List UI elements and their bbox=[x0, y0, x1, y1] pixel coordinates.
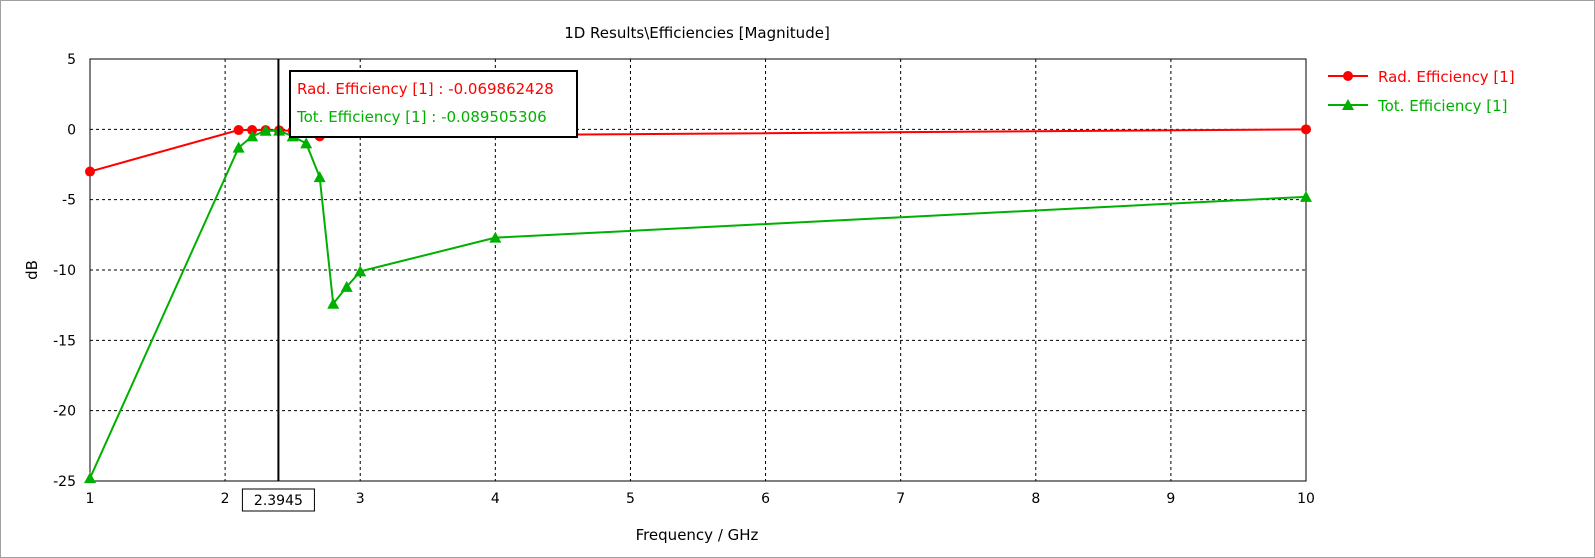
x-tick-label: 7 bbox=[896, 491, 905, 507]
data-point bbox=[259, 124, 272, 136]
y-tick-label: 5 bbox=[67, 52, 76, 68]
data-point bbox=[233, 125, 244, 136]
legend-label: Tot. Efficiency [1] bbox=[1377, 97, 1507, 115]
tooltip-rad-efficiency: Rad. Efficiency [1] : -0.069862428 bbox=[297, 80, 554, 98]
legend-swatch-marker bbox=[1343, 71, 1353, 81]
frequency-marker-label[interactable]: 2.3945 bbox=[241, 488, 315, 512]
plot-area[interactable] bbox=[89, 58, 1307, 482]
y-tick-label: -25 bbox=[53, 474, 76, 490]
x-tick-label: 6 bbox=[761, 491, 770, 507]
x-tick-label: 3 bbox=[356, 491, 365, 507]
legend-swatch-marker bbox=[1342, 99, 1354, 110]
data-point bbox=[1301, 124, 1311, 135]
x-tick-label: 4 bbox=[491, 491, 500, 507]
series-line bbox=[89, 128, 1307, 173]
x-tick-label: 1 bbox=[86, 491, 95, 507]
data-point bbox=[313, 171, 326, 183]
y-tick-label: -15 bbox=[53, 333, 76, 349]
tooltip-tot-efficiency: Tot. Efficiency [1] : -0.089505306 bbox=[296, 108, 547, 126]
frequency-marker-value: 2.3945 bbox=[254, 493, 303, 509]
data-point bbox=[232, 141, 245, 153]
y-tick-label: -20 bbox=[53, 404, 76, 420]
x-axis-label: Frequency / GHz bbox=[636, 526, 759, 544]
series-layer bbox=[84, 124, 1312, 484]
x-axis: 1 2 3 4 5 6 7 8 9 10 bbox=[86, 491, 1315, 507]
data-point bbox=[85, 166, 95, 177]
legend-label: Rad. Efficiency [1] bbox=[1378, 68, 1515, 86]
y-axis-label: dB bbox=[23, 260, 41, 280]
data-point bbox=[489, 231, 502, 243]
series-line bbox=[89, 129, 1307, 479]
y-tick-label: -5 bbox=[62, 193, 76, 209]
data-point bbox=[300, 137, 313, 149]
legend: Rad. Efficiency [1] Tot. Efficiency [1] bbox=[1328, 68, 1515, 115]
x-tick-label: 2 bbox=[221, 491, 230, 507]
value-tooltip: Rad. Efficiency [1] : -0.069862428 Tot. … bbox=[289, 70, 578, 138]
x-tick-label: 10 bbox=[1297, 491, 1315, 507]
y-axis: 5 0 -5 -10 -15 -20 -25 bbox=[53, 52, 76, 490]
data-point bbox=[340, 280, 353, 292]
legend-item-rad-efficiency: Rad. Efficiency [1] bbox=[1328, 68, 1515, 86]
x-tick-label: 9 bbox=[1166, 491, 1175, 507]
series-tot-efficiency bbox=[84, 124, 1312, 484]
y-tick-label: 0 bbox=[67, 122, 76, 138]
data-point bbox=[246, 130, 259, 142]
x-tick-label: 8 bbox=[1031, 491, 1040, 507]
grid bbox=[90, 59, 1306, 481]
x-tick-label: 5 bbox=[626, 491, 635, 507]
legend-item-tot-efficiency: Tot. Efficiency [1] bbox=[1328, 97, 1507, 115]
data-point bbox=[354, 265, 367, 277]
data-point bbox=[247, 125, 258, 136]
data-point bbox=[1300, 190, 1312, 202]
data-point bbox=[327, 297, 340, 309]
data-point bbox=[84, 472, 96, 484]
chart-title: 1D Results\Efficiencies [Magnitude] bbox=[564, 24, 830, 42]
y-tick-label: -10 bbox=[53, 263, 76, 279]
